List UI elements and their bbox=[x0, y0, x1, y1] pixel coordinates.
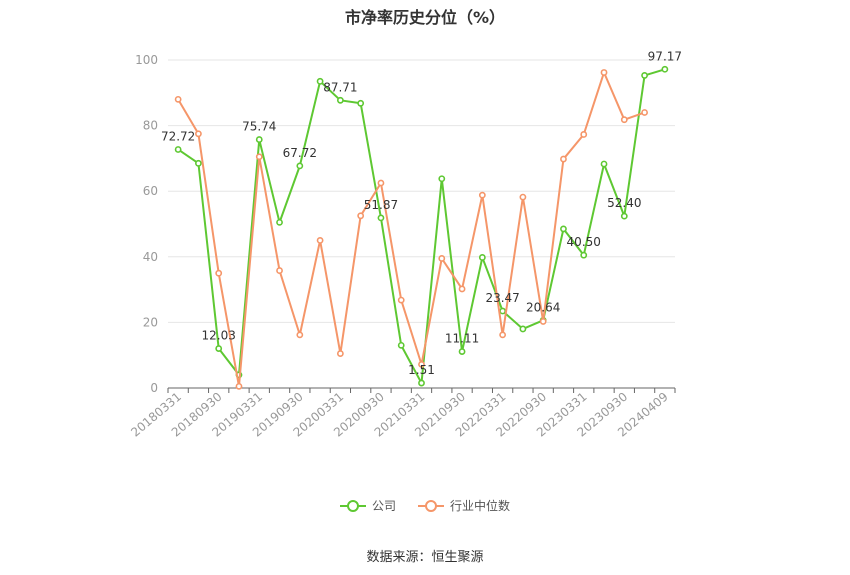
data-point-industry bbox=[195, 130, 202, 138]
data-point-industry bbox=[336, 350, 344, 357]
data-point-company bbox=[336, 96, 344, 104]
data-point-industry bbox=[438, 255, 446, 262]
data-point-company bbox=[519, 325, 527, 333]
data-point-company bbox=[296, 162, 304, 170]
data-point-industry bbox=[235, 382, 243, 390]
data-label: 40.50 bbox=[567, 235, 601, 249]
data-point-company bbox=[620, 212, 628, 220]
data-point-industry bbox=[458, 285, 466, 293]
data-point-company bbox=[174, 146, 182, 153]
data-label: 87.71 bbox=[323, 80, 357, 94]
data-point-company bbox=[255, 136, 263, 143]
y-tick-label: 80 bbox=[143, 119, 158, 133]
data-point-company bbox=[478, 254, 486, 261]
data-label: 12.03 bbox=[202, 329, 236, 343]
data-point-industry bbox=[478, 191, 486, 199]
data-source: 数据来源：恒生聚源 bbox=[366, 550, 484, 565]
data-point-industry bbox=[560, 155, 567, 163]
data-point-company bbox=[418, 379, 425, 387]
line-chart: 0204060801002018033120180930201903312019… bbox=[128, 49, 682, 439]
data-label: 75.74 bbox=[242, 120, 276, 134]
data-label: 51.87 bbox=[364, 198, 398, 212]
data-point-company bbox=[641, 72, 648, 79]
data-point-industry bbox=[377, 179, 385, 187]
data-point-industry bbox=[174, 95, 182, 103]
data-point-company bbox=[661, 65, 669, 73]
data-point-industry bbox=[519, 193, 527, 201]
data-label: 1.51 bbox=[408, 363, 435, 377]
data-label: 97.17 bbox=[648, 49, 682, 63]
data-point-industry bbox=[357, 212, 365, 220]
data-point-industry bbox=[296, 331, 304, 339]
data-point-company bbox=[276, 218, 283, 226]
data-point-industry bbox=[418, 360, 425, 368]
y-tick-label: 0 bbox=[150, 381, 158, 395]
y-tick-label: 40 bbox=[143, 250, 158, 264]
data-point-company bbox=[560, 225, 567, 233]
data-label: 11.11 bbox=[445, 332, 479, 346]
legend-label-industry: 行业中位数 bbox=[450, 499, 511, 513]
data-label: 20.64 bbox=[526, 300, 560, 314]
data-label: 52.40 bbox=[607, 196, 641, 210]
data-point-industry bbox=[580, 131, 588, 138]
data-label: 67.72 bbox=[283, 146, 317, 160]
data-point-company bbox=[316, 77, 324, 85]
data-point-company bbox=[215, 345, 223, 352]
y-tick-label: 100 bbox=[135, 53, 158, 67]
data-point-company bbox=[377, 214, 385, 222]
legend-item-industry[interactable]: 行业中位数 bbox=[418, 497, 510, 514]
data-point-company bbox=[195, 159, 202, 167]
data-point-company bbox=[458, 348, 466, 355]
data-point-industry bbox=[215, 269, 223, 277]
y-tick-label: 20 bbox=[143, 315, 158, 329]
data-point-industry bbox=[499, 331, 507, 339]
data-point-industry bbox=[539, 318, 547, 325]
data-label: 23.47 bbox=[485, 291, 519, 305]
data-point-industry bbox=[641, 109, 648, 116]
data-point-industry bbox=[276, 267, 283, 274]
legend-marker-company bbox=[339, 499, 366, 513]
data-point-company bbox=[600, 160, 608, 168]
data-point-industry bbox=[316, 236, 324, 244]
data-point-company bbox=[580, 251, 588, 259]
data-label: 72.72 bbox=[161, 129, 195, 143]
data-point-industry bbox=[255, 153, 263, 161]
legend-label-company: 公司 bbox=[371, 499, 396, 513]
data-point-industry bbox=[397, 296, 405, 304]
series-line-company bbox=[177, 68, 666, 385]
y-tick-label: 60 bbox=[143, 184, 158, 198]
legend-item-company[interactable]: 公司 bbox=[339, 497, 396, 514]
legend-marker-industry bbox=[418, 499, 444, 513]
data-point-industry bbox=[600, 69, 608, 76]
data-point-company bbox=[397, 341, 405, 349]
data-point-company bbox=[438, 175, 446, 183]
data-point-company bbox=[357, 99, 365, 107]
data-point-industry bbox=[620, 116, 628, 124]
data-point-company bbox=[499, 307, 507, 315]
legend: 公司 行业中位数 bbox=[0, 497, 850, 514]
chart-title: 市净率历史分位（%） bbox=[344, 8, 506, 27]
series-line-industry bbox=[177, 71, 645, 388]
